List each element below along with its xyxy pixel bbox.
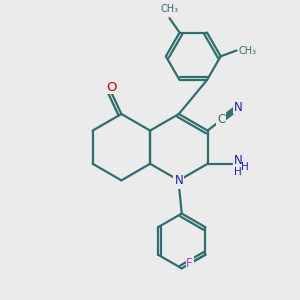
Text: F: F xyxy=(186,257,193,270)
Text: H: H xyxy=(234,167,241,177)
Text: N: N xyxy=(234,101,243,114)
Text: N: N xyxy=(234,154,242,167)
Text: C: C xyxy=(217,112,225,125)
Text: CH₃: CH₃ xyxy=(238,46,256,56)
Text: N: N xyxy=(175,174,183,188)
Text: O: O xyxy=(106,81,116,94)
Text: H: H xyxy=(241,162,248,172)
Text: CH₃: CH₃ xyxy=(160,4,178,14)
